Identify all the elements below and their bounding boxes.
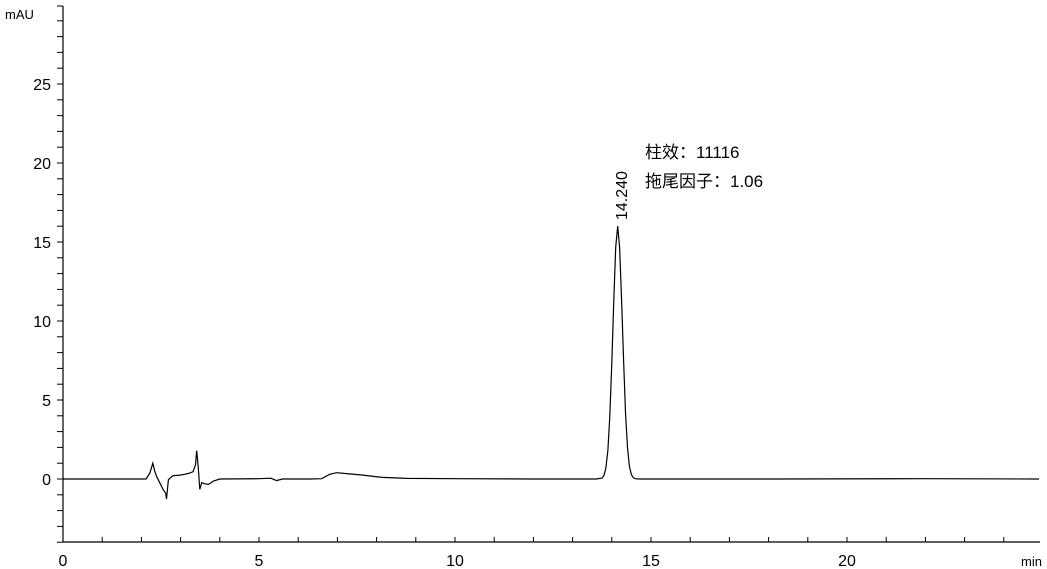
peak-labels: 14.240 [614,171,631,220]
y-tick-label: 0 [42,472,51,489]
annotation-column-efficiency: 柱效：11116 [645,143,740,162]
axes [57,5,1040,543]
x-tick-label: 5 [255,553,264,569]
y-tick-label: 20 [33,156,51,173]
peak-retention-time-label: 14.240 [614,171,631,220]
x-ticks: 0 5 10 15 20 [59,537,1005,569]
annotation-tailing-factor: 拖尾因子：1.06 [645,172,763,191]
y-tick-label: 25 [33,77,51,94]
x-tick-label: 10 [446,553,464,569]
x-tick-label: 20 [838,553,856,569]
y-tick-label: 10 [33,314,51,331]
y-tick-label: 15 [33,235,51,252]
x-tick-label: 15 [642,553,660,569]
x-tick-label: 0 [59,553,68,569]
chromatogram-trace [63,226,1040,500]
y-tick-label: 5 [42,393,51,410]
x-axis-unit-label: min [1021,554,1042,569]
y-axis-unit-label: mAU [5,7,34,22]
y-ticks: 0 5 10 15 20 25 [33,20,63,543]
